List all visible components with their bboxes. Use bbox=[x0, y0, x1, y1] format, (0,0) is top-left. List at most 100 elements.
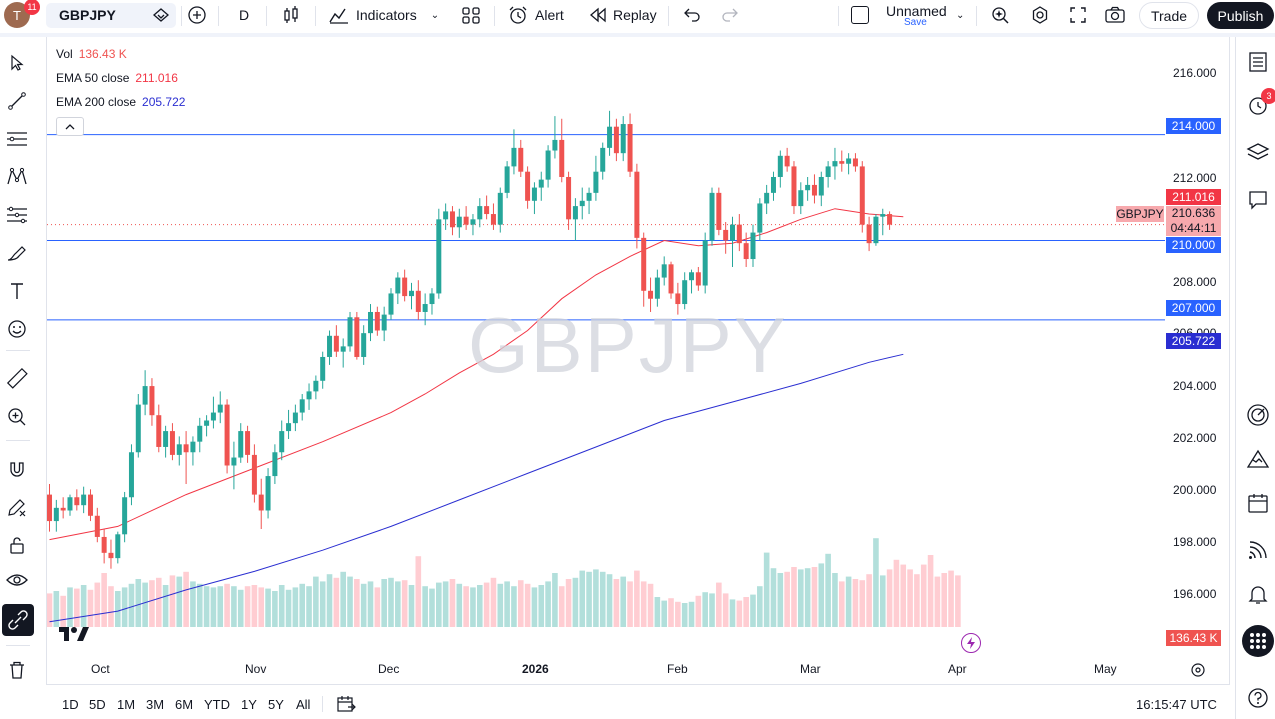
indicators-button[interactable]: Indicators ⌄ bbox=[328, 0, 439, 30]
ruler-icon[interactable] bbox=[4, 365, 30, 391]
horizontal-lines-icon[interactable] bbox=[4, 126, 30, 152]
templates-icon[interactable] bbox=[461, 0, 481, 30]
zoom-in-icon[interactable] bbox=[4, 404, 30, 430]
alert-button[interactable]: Alert bbox=[507, 0, 564, 30]
volume-bar bbox=[524, 583, 531, 627]
range-3m[interactable]: 3M bbox=[146, 697, 165, 712]
text-tool-icon[interactable] bbox=[4, 278, 30, 304]
notification-bell-icon[interactable] bbox=[1245, 581, 1271, 607]
candle-body bbox=[859, 166, 865, 225]
volume-bar bbox=[244, 586, 251, 627]
magnet-icon[interactable] bbox=[4, 456, 30, 482]
save-label[interactable]: Save bbox=[904, 17, 927, 28]
candles-chart-type-icon[interactable] bbox=[282, 0, 300, 30]
layout-chevron-down-icon[interactable]: ⌄ bbox=[956, 9, 965, 21]
chat-icon[interactable] bbox=[1245, 187, 1271, 213]
help-icon[interactable] bbox=[1245, 685, 1271, 711]
eye-icon[interactable] bbox=[4, 567, 30, 593]
emoji-icon[interactable] bbox=[4, 316, 30, 342]
user-avatar[interactable]: T 11 bbox=[4, 0, 40, 30]
replay-button[interactable]: Replay bbox=[588, 0, 657, 30]
pattern-xabcd-icon[interactable] bbox=[4, 164, 30, 190]
compare-symbol-icon[interactable] bbox=[151, 0, 171, 30]
lightning-event-icon[interactable] bbox=[961, 633, 981, 653]
range-all[interactable]: All bbox=[296, 697, 311, 712]
fullscreen-icon[interactable] bbox=[1068, 0, 1088, 30]
add-symbol-icon[interactable] bbox=[187, 0, 207, 30]
lock-icon[interactable] bbox=[4, 532, 30, 558]
alerts-clock-icon[interactable]: 3 bbox=[1245, 88, 1275, 118]
quick-search-icon[interactable] bbox=[990, 0, 1012, 30]
candle-body bbox=[818, 176, 824, 196]
legend-ema50[interactable]: EMA 50 close 211.016 bbox=[56, 71, 178, 85]
volume-bar bbox=[162, 585, 169, 627]
trend-line-icon[interactable] bbox=[4, 88, 30, 114]
watchlist-icon[interactable] bbox=[1245, 49, 1271, 75]
camera-icon[interactable] bbox=[1104, 0, 1126, 30]
chart-settings-icon[interactable] bbox=[1190, 662, 1206, 683]
layout-name[interactable]: Unnamed bbox=[886, 3, 947, 19]
volume-bar bbox=[251, 585, 258, 627]
candle-body bbox=[716, 192, 722, 230]
volume-bar bbox=[627, 581, 633, 627]
go-to-date-icon[interactable] bbox=[336, 694, 356, 719]
link-tool-active[interactable] bbox=[2, 604, 34, 636]
volume-bar bbox=[395, 581, 401, 627]
volume-bar bbox=[729, 599, 736, 627]
layers-icon[interactable] bbox=[1245, 140, 1271, 166]
range-1m[interactable]: 1M bbox=[117, 697, 136, 712]
news-feed-icon[interactable] bbox=[1245, 537, 1271, 563]
chevron-down-icon[interactable]: ⌄ bbox=[430, 9, 440, 21]
volume-bar bbox=[87, 589, 94, 627]
volume-bar bbox=[60, 595, 66, 627]
volume-bar bbox=[408, 585, 415, 627]
calendar-icon[interactable] bbox=[1245, 490, 1271, 516]
settings-gear-icon[interactable] bbox=[1030, 0, 1050, 30]
range-1y[interactable]: 1Y bbox=[241, 697, 257, 712]
symbol-name[interactable]: GBPJPY bbox=[59, 7, 116, 23]
tradingview-logo[interactable] bbox=[58, 625, 90, 648]
time-tick: Apr bbox=[948, 662, 967, 676]
interval-selector[interactable]: D bbox=[239, 7, 250, 23]
volume-bar bbox=[545, 581, 551, 627]
bottom-toolbar: 1D 5D 1M 3M 6M YTD 1Y 5Y All 16:15:47 UT… bbox=[46, 688, 1230, 719]
hline-price-label[interactable]: 214.000 bbox=[1166, 118, 1221, 134]
chart-canvas[interactable] bbox=[47, 37, 1231, 685]
trade-button[interactable]: Trade bbox=[1139, 2, 1199, 29]
utc-clock[interactable]: 16:15:47 UTC bbox=[1136, 697, 1217, 712]
volume-bar bbox=[497, 583, 504, 627]
candle-body bbox=[381, 314, 387, 331]
target-icon[interactable] bbox=[1245, 402, 1271, 428]
trash-icon[interactable] bbox=[4, 657, 30, 683]
hline-price-label[interactable]: 210.000 bbox=[1166, 237, 1221, 253]
ideas-mountain-icon[interactable] bbox=[1245, 446, 1271, 472]
redo-icon[interactable] bbox=[720, 0, 740, 30]
brush-icon[interactable] bbox=[4, 240, 30, 266]
candle-body bbox=[484, 206, 490, 215]
chart-pane[interactable] bbox=[46, 37, 1230, 685]
publish-button[interactable]: Publish bbox=[1207, 2, 1274, 29]
range-ytd[interactable]: YTD bbox=[204, 697, 230, 712]
volume-bar bbox=[436, 582, 442, 627]
legend-ema200[interactable]: EMA 200 close 205.722 bbox=[56, 95, 185, 109]
range-5y[interactable]: 5Y bbox=[268, 697, 284, 712]
range-5d[interactable]: 5D bbox=[89, 697, 106, 712]
legend-volume[interactable]: Vol 136.43 K bbox=[56, 47, 127, 61]
undo-icon[interactable] bbox=[682, 0, 702, 30]
range-6m[interactable]: 6M bbox=[175, 697, 194, 712]
volume-bar bbox=[716, 582, 722, 627]
range-1d[interactable]: 1D bbox=[62, 697, 79, 712]
price-tick: 212.000 bbox=[1173, 171, 1217, 185]
candle-body bbox=[238, 431, 244, 458]
price-tick: 204.000 bbox=[1173, 379, 1217, 393]
collapse-legend-button[interactable] bbox=[56, 117, 84, 136]
apps-grid-button[interactable] bbox=[1242, 625, 1274, 657]
fib-retracement-icon[interactable] bbox=[4, 202, 30, 228]
candle-body bbox=[620, 124, 626, 154]
layout-checkbox-icon[interactable] bbox=[851, 0, 869, 30]
hline-price-label[interactable]: 207.000 bbox=[1166, 300, 1221, 316]
cursor-arrow-icon[interactable] bbox=[4, 50, 30, 76]
rewind-icon bbox=[590, 7, 606, 23]
stay-in-drawing-mode-icon[interactable] bbox=[4, 494, 30, 520]
candle-body bbox=[675, 293, 681, 305]
